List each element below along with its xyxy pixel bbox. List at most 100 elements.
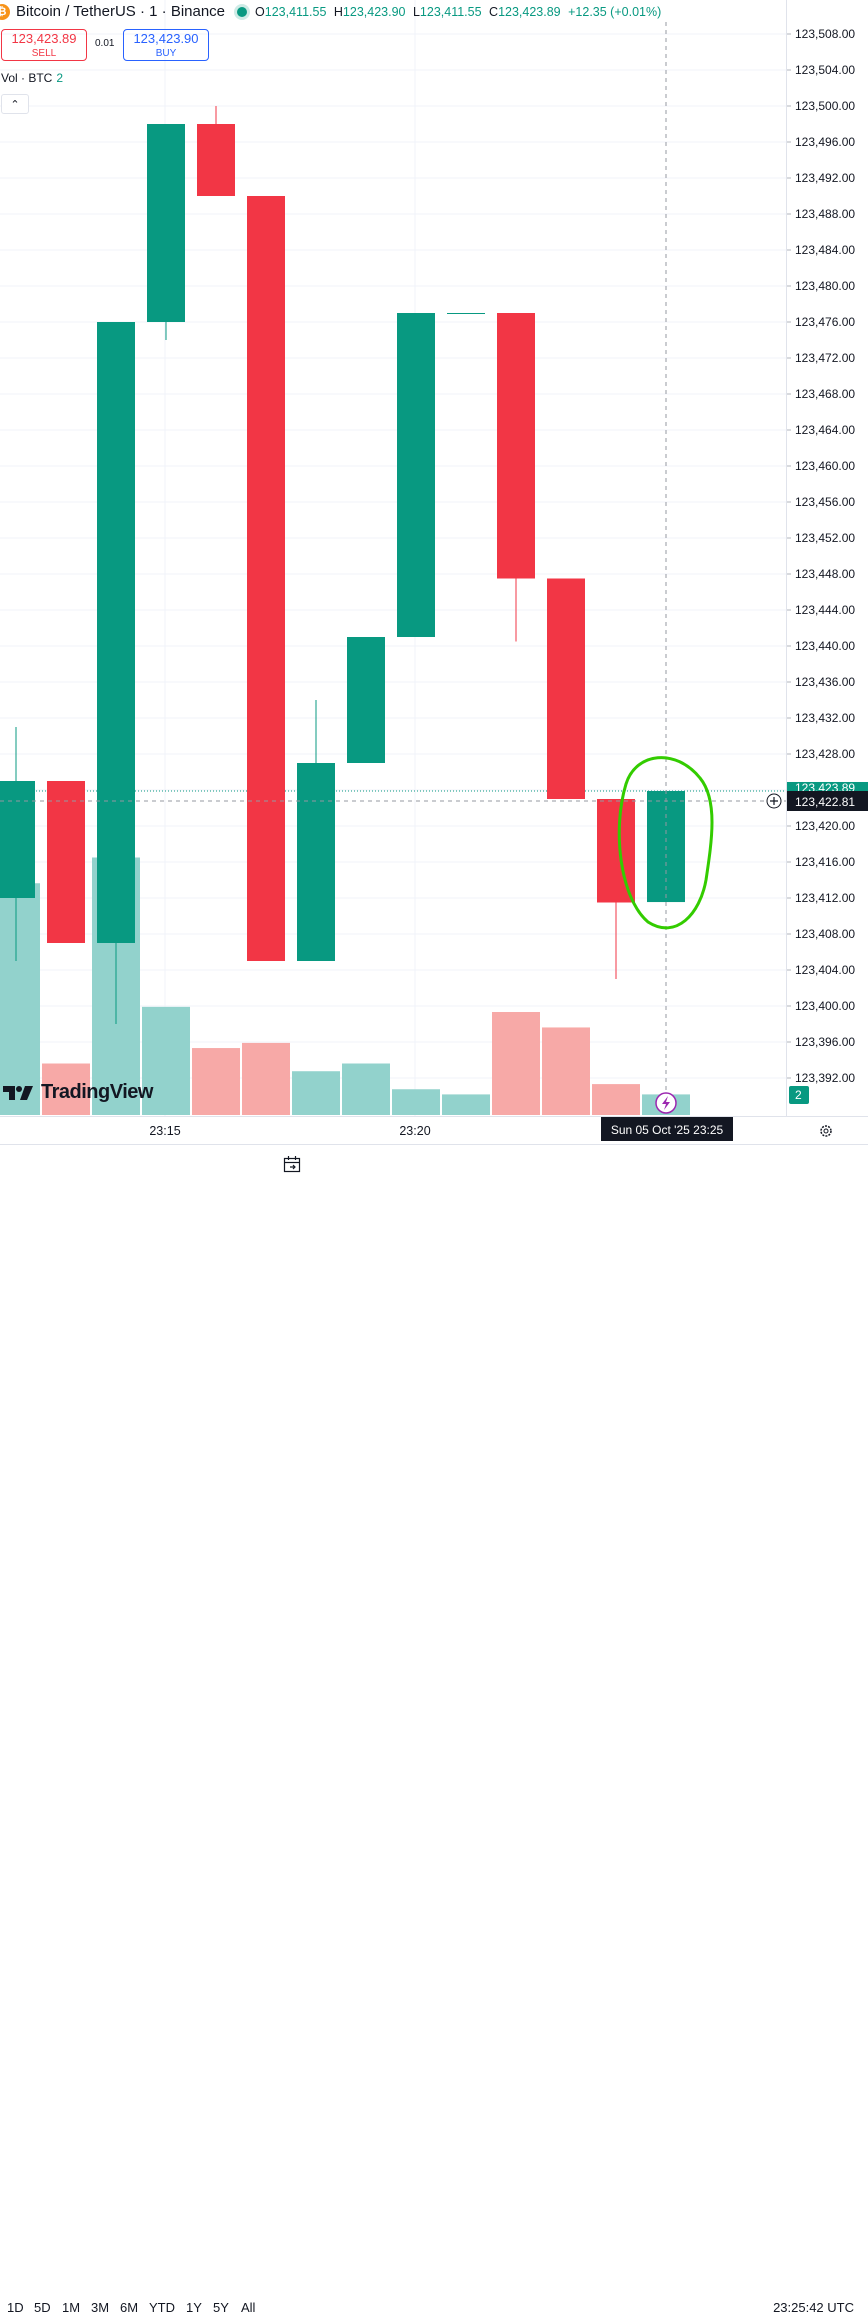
price-axis[interactable]: 123,508.00 123,504.00 123,500.00 123,496.00…	[786, 0, 868, 1116]
symbol-exchange: Binance	[170, 3, 226, 20]
candle	[197, 106, 235, 196]
buy-price: 123,423.90	[133, 31, 199, 46]
range-ytd-button[interactable]: YTD	[149, 2300, 175, 2315]
range-5y-button[interactable]: 5Y	[213, 2300, 229, 2315]
price-label: 123,468.00	[795, 387, 855, 401]
crosshair-time-badge	[601, 1117, 733, 1141]
time-axis-scale[interactable]: 23:15 23:20 Sun 05 Oct '25 23:25	[0, 1117, 868, 1145]
sell-button[interactable]: 123,423.89 SELL	[1, 29, 87, 61]
candle-body	[247, 196, 285, 961]
price-label: 123,400.00	[795, 999, 855, 1013]
price-label: 123,492.00	[795, 171, 855, 185]
price-label: 123,484.00	[795, 243, 855, 257]
range-6m-button[interactable]: 6M	[120, 2300, 139, 2315]
candle	[597, 799, 635, 979]
crosshair-price-label: 123,422.81	[795, 795, 855, 809]
price-label: 123,472.00	[795, 351, 855, 365]
add-plus-glyph	[770, 797, 778, 805]
candle	[297, 700, 335, 961]
candle-body	[97, 322, 135, 943]
candle-body	[397, 313, 435, 637]
price-label: 123,396.00	[795, 1035, 855, 1049]
settings-gear-center	[823, 1128, 829, 1134]
volume-bar	[442, 1094, 490, 1115]
sell-price: 123,423.89	[11, 31, 77, 46]
volume-bar	[292, 1071, 340, 1115]
range-3m-button[interactable]: 3M	[91, 2300, 110, 2315]
legend-separator: ·	[157, 3, 171, 20]
price-label: 123,392.00	[795, 1071, 855, 1085]
market-open-status-icon[interactable]	[237, 6, 248, 17]
range-all-button[interactable]: All	[241, 2300, 256, 2315]
range-1d-button[interactable]: 1D	[7, 2300, 24, 2315]
volume-axis-badge	[789, 1086, 809, 1104]
candlestick-chart[interactable]	[0, 0, 786, 1116]
candle	[47, 781, 85, 943]
price-label: 123,476.00	[795, 315, 855, 329]
range-5d-button[interactable]: 5D	[34, 2300, 51, 2315]
price-label: 123,500.00	[795, 99, 855, 113]
time-label: 23:20	[399, 1124, 430, 1138]
volume-bar	[142, 1006, 190, 1115]
candle	[147, 124, 185, 340]
date-range-calendar-icon[interactable]	[282, 1154, 302, 1174]
candle-body	[147, 124, 185, 322]
settings-gear-icon[interactable]	[820, 1125, 832, 1137]
buy-button[interactable]: 123,423.90 BUY	[123, 29, 209, 61]
price-label: 123,488.00	[795, 207, 855, 221]
lightning-glyph	[662, 1096, 670, 1110]
volume-legend[interactable]: Vol · BTC 2	[1, 71, 63, 85]
volume-bar	[242, 1042, 290, 1115]
candle	[447, 313, 485, 314]
candle-body	[547, 578, 585, 799]
candle-body	[0, 781, 35, 898]
candle-body	[197, 124, 235, 196]
symbol-interval: 1	[149, 3, 158, 20]
candle	[247, 196, 285, 961]
price-label: 123,464.00	[795, 423, 855, 437]
range-1m-button[interactable]: 1M	[62, 2300, 81, 2315]
high-label: H	[333, 4, 343, 19]
volume-bar	[592, 1084, 640, 1115]
candle	[497, 313, 535, 642]
symbol-name[interactable]: Bitcoin / TetherUS	[16, 3, 136, 20]
volume-bar	[342, 1063, 390, 1115]
volume-label: Vol · BTC	[1, 71, 53, 85]
price-label: 123,448.00	[795, 567, 855, 581]
legend-separator: ·	[135, 3, 150, 20]
close-label: C	[489, 4, 499, 19]
change-value: +12.35 (+0.01%)	[568, 4, 662, 19]
high-value: 123,423.90	[342, 4, 406, 19]
volume-bar	[542, 1027, 590, 1115]
price-label: 123,436.00	[795, 675, 855, 689]
spread-value: 0.01	[95, 38, 115, 49]
volume-axis-label: 2	[795, 1088, 802, 1102]
ohlc-values: O123,411.55 H123,423.90 L123,411.55 C123…	[255, 5, 665, 19]
buy-label: BUY	[155, 48, 177, 59]
candle-body	[347, 637, 385, 763]
last-price-badge	[787, 781, 868, 794]
price-axis-scale[interactable]: 123,508.00 123,504.00 123,500.00 123,496.00…	[787, 0, 868, 1116]
volume-bar	[42, 1063, 90, 1115]
volume-bar	[392, 1089, 440, 1115]
tradingview-logo[interactable]: TradingView	[3, 1081, 153, 1104]
bitcoin-logo-icon: ₿	[0, 3, 10, 20]
symbol-legend[interactable]: ₿ Bitcoin / TetherUS · 1 · Binance O123,…	[0, 3, 665, 20]
price-label: 123,412.00	[795, 891, 855, 905]
candle	[397, 313, 435, 637]
candle-body	[297, 763, 335, 961]
time-axis[interactable]: 23:15 23:20 Sun 05 Oct '25 23:25	[0, 1116, 868, 1145]
price-label: 123,432.00	[795, 711, 855, 725]
price-label: 123,460.00	[795, 459, 855, 473]
time-label: 23:15	[149, 1124, 180, 1138]
collapse-legend-button[interactable]: ⌃	[1, 94, 29, 114]
chevron-up-icon: ⌃	[10, 98, 20, 111]
chart-pane[interactable]	[0, 0, 786, 1116]
utc-clock[interactable]: 23:25:42 UTC	[773, 2300, 854, 2315]
price-label: 123,508.00	[795, 27, 855, 41]
tradingview-logo-text: TradingView	[41, 1081, 153, 1103]
candle	[97, 322, 135, 1024]
low-value: 123,411.55	[419, 4, 482, 19]
range-1y-button[interactable]: 1Y	[186, 2300, 202, 2315]
bottom-toolbar: 1D 5D 1M 3M 6M YTD 1Y 5Y All 23:25:42 UT…	[0, 1144, 868, 2315]
